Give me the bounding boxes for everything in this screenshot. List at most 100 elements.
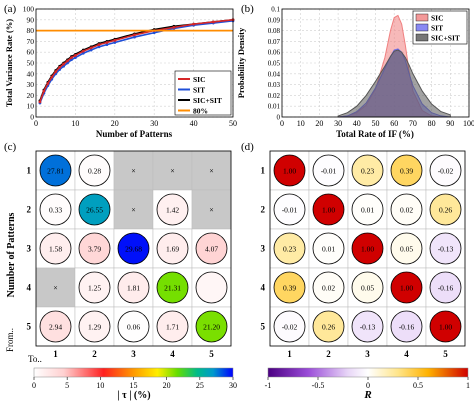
data-point xyxy=(38,100,42,104)
row-tick-label: 4 xyxy=(27,283,32,293)
cell-label: 0.33 xyxy=(49,206,62,215)
cell-label: 1.00 xyxy=(322,206,335,215)
colorbar-tick-label: 1 xyxy=(466,381,470,390)
panel-label-c: (c) xyxy=(4,141,17,153)
cell-circle xyxy=(117,310,150,343)
cell-circle xyxy=(390,154,423,187)
cell-circle xyxy=(429,154,462,187)
matrix-cell xyxy=(35,267,76,308)
y-tick-label: 70 xyxy=(27,37,35,46)
cell-circle xyxy=(351,154,384,187)
row-tick-label: 1 xyxy=(261,166,266,176)
y-tick-label: 50 xyxy=(27,59,35,68)
x-tick-label: 70 xyxy=(409,119,417,128)
y-tick-label: 100 xyxy=(23,5,35,14)
row-tick-label: 2 xyxy=(27,205,32,215)
y-tick-label: 30 xyxy=(27,80,35,89)
row-tick-label: 5 xyxy=(27,322,32,332)
xlabel-a: Number of Patterns xyxy=(96,129,173,139)
matrix-cell xyxy=(113,189,154,230)
cell-label: 0.02 xyxy=(400,206,413,215)
cell-circle xyxy=(390,193,423,226)
matrix-frame xyxy=(269,150,466,347)
cell-circle xyxy=(312,232,345,265)
cell-circle xyxy=(390,271,423,304)
legend-label: SIC xyxy=(193,75,206,84)
cell-label: 1.00 xyxy=(283,167,296,176)
y-tick-label: 90 xyxy=(27,15,35,24)
cell-label: 27.81 xyxy=(47,167,64,176)
legend-swatch xyxy=(415,13,429,22)
colorbar-tick-label: 10 xyxy=(96,381,104,390)
cell-circle xyxy=(78,154,111,187)
plot-frame-a xyxy=(35,8,234,118)
colorbar-tick-label: 0 xyxy=(32,381,36,390)
cell-label: 1.71 xyxy=(166,323,179,332)
colorbar-c xyxy=(33,367,234,378)
colorbar-label-d: R xyxy=(363,389,371,401)
cell-label: 3.79 xyxy=(88,245,101,254)
cell-label: 0.02 xyxy=(322,284,335,293)
legend-label: SIT xyxy=(193,86,205,95)
cell-label: 1.00 xyxy=(361,245,374,254)
x-tick-label: 10 xyxy=(71,119,79,128)
data-point xyxy=(192,22,196,26)
ylabel-a: Total Variance Rate (%) xyxy=(4,19,14,107)
x-tick-label: 40 xyxy=(353,119,361,128)
cell-circle xyxy=(195,310,228,343)
cell-label: -0.13 xyxy=(360,323,376,332)
x-tick-label: 80 xyxy=(428,119,436,128)
data-point xyxy=(89,48,93,52)
cell-label: 4.07 xyxy=(205,245,218,254)
cell-circle xyxy=(195,271,228,304)
cell-label: -0.16 xyxy=(438,284,454,293)
data-point xyxy=(74,56,77,59)
cell-label: -0.02 xyxy=(438,167,454,176)
cell-circle xyxy=(117,232,150,265)
x-tick-label: 20 xyxy=(315,119,323,128)
cell-label: 1.58 xyxy=(49,245,62,254)
cell-circle xyxy=(429,310,462,343)
x-tick-label: 40 xyxy=(190,119,198,128)
cell-label: 0.39 xyxy=(400,167,413,176)
y-tick-label: 40 xyxy=(27,69,35,78)
x-tick-label: 10 xyxy=(297,119,305,128)
data-point xyxy=(133,35,136,39)
cell-label: 0.23 xyxy=(283,245,296,254)
x-tick-label: 20 xyxy=(111,119,119,128)
legend-swatch xyxy=(415,23,429,32)
data-point xyxy=(105,41,109,44)
cell-circle xyxy=(39,232,72,265)
x-tick-label: 50 xyxy=(372,119,380,128)
col-tick-label: 3 xyxy=(365,349,370,359)
legend-label: SIT xyxy=(431,24,443,33)
y-tick-label: 0.02 xyxy=(268,92,281,100)
cell-label: 0.28 xyxy=(88,167,101,176)
cell-circle xyxy=(156,310,189,343)
cell-label: 1.81 xyxy=(127,284,140,293)
series-areas-b xyxy=(337,14,451,118)
cell-circle xyxy=(429,271,462,304)
x-tick-label: 90 xyxy=(446,119,454,128)
y-tick-label: 0.1 xyxy=(271,6,280,14)
cell-label: 0.05 xyxy=(400,245,413,254)
data-point xyxy=(66,59,69,63)
y-tick-label: 0.07 xyxy=(268,38,281,46)
cell-label: 1.00 xyxy=(400,284,413,293)
y-tick-label: 0.08 xyxy=(268,27,281,35)
cell-label: 26.55 xyxy=(86,206,103,215)
col-tick-label: 5 xyxy=(209,349,214,359)
cell-circle xyxy=(312,310,345,343)
data-point xyxy=(54,70,58,74)
matrix-frame xyxy=(35,150,232,347)
cell-circle xyxy=(39,310,72,343)
cell-circle xyxy=(39,193,72,226)
cell-circle xyxy=(156,232,189,265)
cell-circle xyxy=(351,310,384,343)
col-tick-label: 1 xyxy=(287,349,292,359)
cell-label: 0.26 xyxy=(439,206,452,215)
cell-label: 1.69 xyxy=(166,245,179,254)
